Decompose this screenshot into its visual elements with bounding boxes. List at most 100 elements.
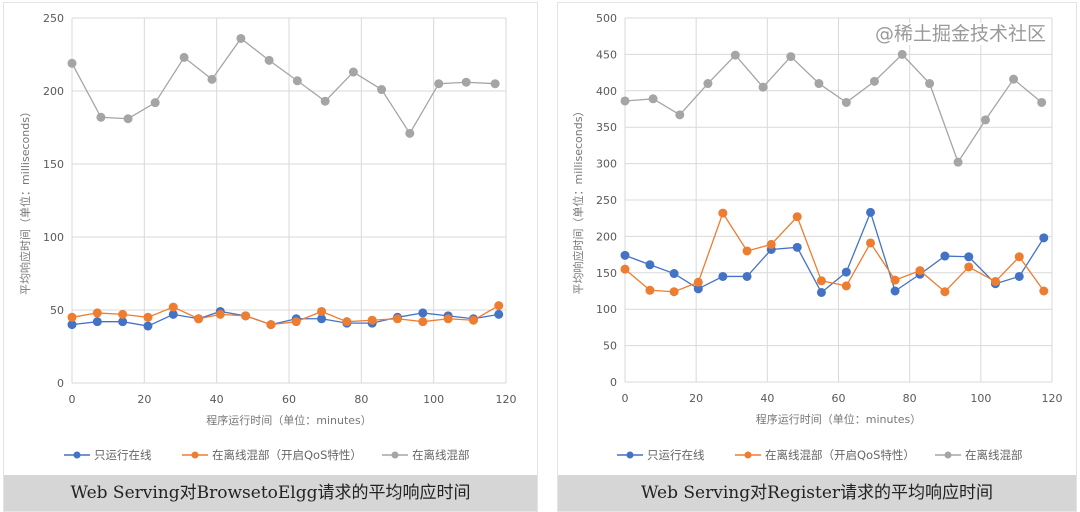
y-tick-label: 0 <box>610 376 617 389</box>
data-point <box>940 251 950 261</box>
x-tick-label: 20 <box>137 393 151 406</box>
data-point <box>150 98 160 108</box>
x-axis-label: 程序运行时间（单位：minutes） <box>756 412 922 426</box>
line-chart-browsetoelgg: 0 50 100 150 200 250 0 20 40 60 80 100 120 程序运行时间（单位：… <box>18 12 517 462</box>
x-tick-label: 100 <box>423 393 444 406</box>
data-point <box>377 85 387 95</box>
data-point <box>730 50 740 60</box>
data-point <box>348 67 358 77</box>
y-tick-label: 500 <box>596 12 617 25</box>
data-point <box>964 252 974 262</box>
data-point <box>67 58 77 68</box>
data-point <box>742 246 752 256</box>
data-point <box>718 271 728 281</box>
data-point <box>215 309 225 319</box>
data-point <box>418 317 428 327</box>
y-tick-label: 300 <box>596 158 617 171</box>
y-tick-label: 150 <box>596 267 617 280</box>
y-axis-label: 平均响应时间（单位：milliseconds） <box>571 106 585 295</box>
data-point <box>1039 286 1049 296</box>
data-point <box>67 320 77 330</box>
data-point <box>434 79 444 89</box>
legend-label: 只运行在线 <box>94 448 152 462</box>
data-point <box>264 55 274 65</box>
legend-label: 在离线混部（开启QoS特性） <box>765 448 915 462</box>
data-point <box>866 238 876 248</box>
data-point <box>123 114 133 124</box>
data-point <box>342 317 352 327</box>
x-tick-label: 60 <box>282 393 296 406</box>
data-point <box>168 309 178 319</box>
y-tick-label: 100 <box>596 303 617 316</box>
y-tick-label: 150 <box>43 158 64 171</box>
series-line <box>624 53 1043 164</box>
data-point <box>890 286 900 296</box>
data-point <box>320 96 330 106</box>
data-point <box>168 302 178 312</box>
x-axis-label: 程序运行时间（单位：minutes） <box>206 413 372 427</box>
x-tick-label: 80 <box>903 392 917 405</box>
data-point <box>648 94 658 104</box>
y-tick-label: 100 <box>43 231 64 244</box>
data-point <box>143 321 153 331</box>
data-point <box>964 262 974 272</box>
data-point <box>645 260 655 270</box>
data-point <box>758 82 768 92</box>
chart-caption: Web Serving对Register请求的平均响应时间 <box>558 475 1076 511</box>
data-point <box>620 250 630 260</box>
data-point <box>675 110 685 120</box>
legend-marker <box>191 451 199 459</box>
data-point <box>669 287 679 297</box>
data-point <box>179 52 189 62</box>
x-tick-label: 40 <box>760 392 774 405</box>
x-tick-label: 120 <box>496 393 517 406</box>
chart-caption: Web Serving对BrowsetoElgg请求的平均响应时间 <box>4 475 537 511</box>
data-point <box>1009 74 1019 84</box>
series-line <box>71 310 499 327</box>
x-tick-label: 60 <box>832 392 846 405</box>
x-tick-label: 0 <box>622 392 629 405</box>
data-point <box>940 287 950 297</box>
legend-marker <box>744 451 752 459</box>
line-chart-register: 0 50 100 150 200 250 300 350 400 450 500 0 20 40 60 80 1… <box>571 12 1063 462</box>
data-point <box>814 79 824 89</box>
data-point <box>494 301 504 311</box>
data-point <box>266 320 276 330</box>
data-point <box>461 77 471 87</box>
data-point <box>118 317 128 327</box>
data-point <box>490 79 500 89</box>
data-point <box>703 79 713 89</box>
data-point <box>241 311 251 321</box>
data-point <box>890 275 900 285</box>
data-point <box>367 315 377 325</box>
data-point <box>786 52 796 62</box>
data-point <box>620 96 630 106</box>
data-point <box>1039 233 1049 243</box>
data-point <box>841 97 851 107</box>
legend-marker <box>391 451 399 459</box>
data-point <box>1014 252 1024 262</box>
legend-marker <box>626 451 634 459</box>
data-point <box>96 112 106 122</box>
data-point <box>693 277 703 287</box>
x-tick-label: 100 <box>970 392 991 405</box>
legend-label: 在离线混部 <box>965 448 1023 462</box>
data-point <box>317 306 327 316</box>
data-point <box>317 314 327 324</box>
y-tick-label: 250 <box>596 194 617 207</box>
y-tick-label: 450 <box>596 48 617 61</box>
data-point <box>405 128 415 138</box>
series-line <box>71 37 496 135</box>
data-point <box>443 314 453 324</box>
data-point <box>118 309 128 319</box>
x-tick-label: 0 <box>69 393 76 406</box>
data-point <box>841 281 851 291</box>
data-point <box>980 115 990 125</box>
data-point <box>620 264 630 274</box>
data-point <box>494 309 504 319</box>
chart-panel-register: 0 50 100 150 200 250 300 350 400 450 500 0 20 40 60 80 1… <box>557 2 1077 512</box>
data-point <box>816 287 826 297</box>
x-tick-label: 80 <box>354 393 368 406</box>
chart-panel-browsetoelgg: 0 50 100 150 200 250 0 20 40 60 80 100 120 程序运行时间（单位：… <box>3 2 538 512</box>
data-point <box>291 317 301 327</box>
